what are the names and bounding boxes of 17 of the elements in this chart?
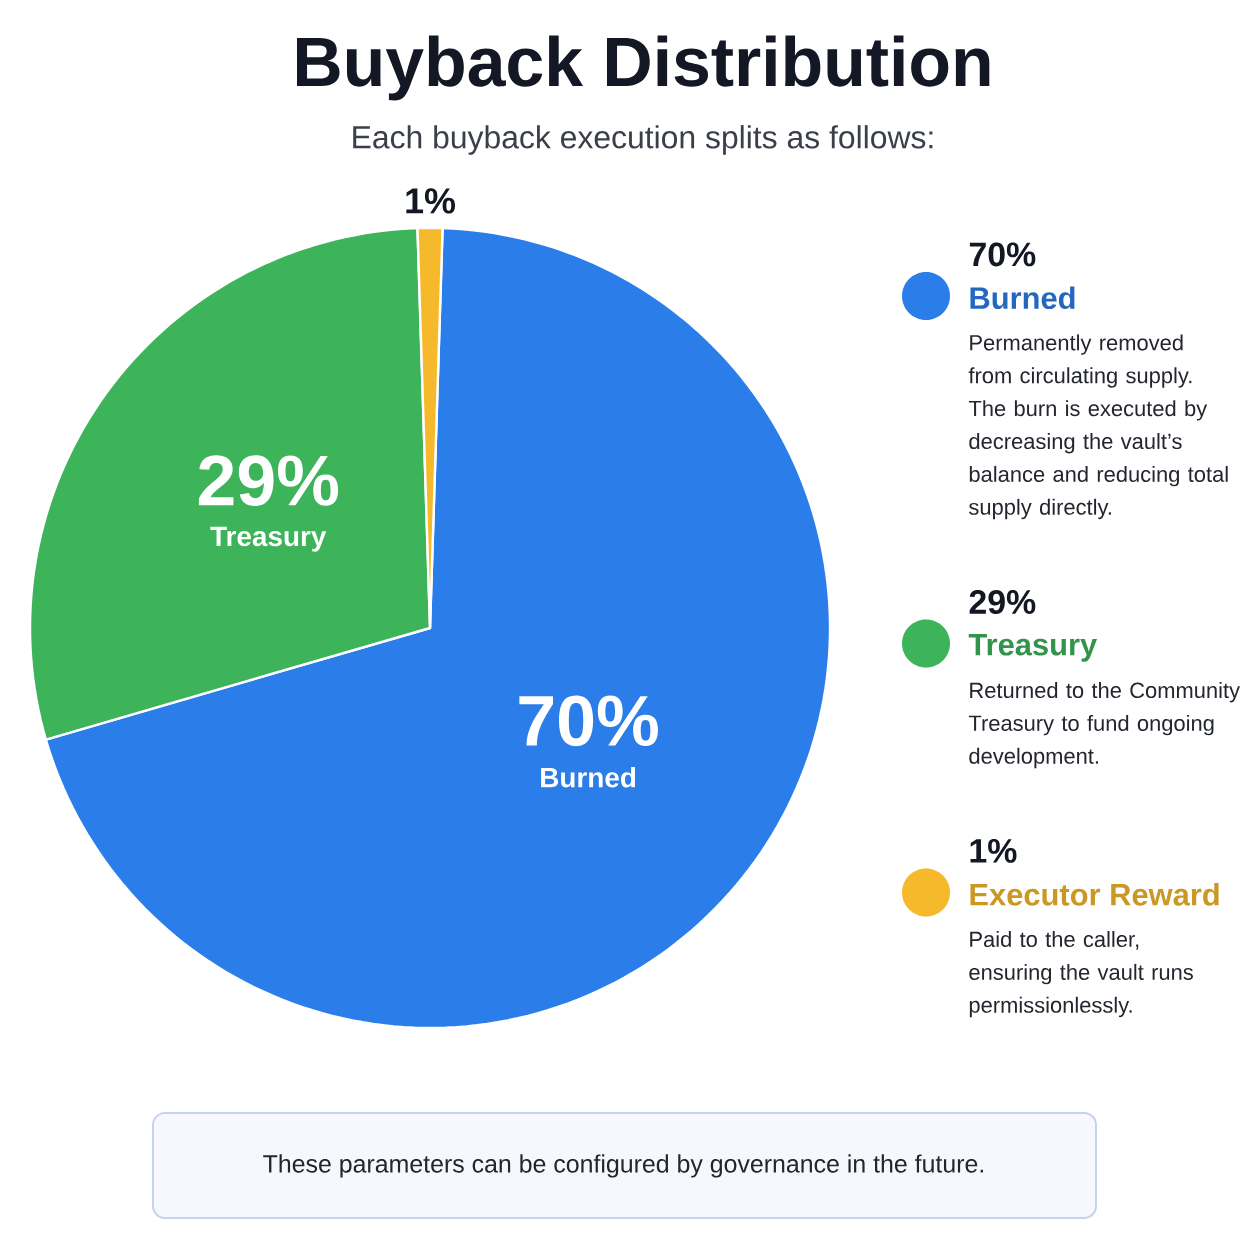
text: Paid to the caller, ensuring the vault runs permissionlessly. [969, 931, 1193, 1018]
legend-label: Executor Reward [970, 883, 1219, 906]
text: These parameters can be configured by governance in the future. [263, 1154, 983, 1178]
text: Permanently removed from circulating supply. The burn is executed by decreasing the vault’s balance and reducing total supply directly. [968, 334, 1228, 520]
text: 29% [969, 590, 1036, 614]
legend-label: Burned [970, 286, 1075, 310]
data-label: 1% [406, 188, 455, 214]
chart-subtitle: Each buyback execution splits as follows: [353, 125, 933, 155]
slice-label: Burned [541, 766, 636, 788]
slice-label: Treasury [210, 526, 327, 552]
text: 70% [969, 242, 1036, 267]
data-label: 29% [198, 455, 339, 506]
text: Returned to the Community Treasury to fund ongoing development. [968, 682, 1240, 769]
legend-label: Treasury [968, 634, 1098, 662]
text: 1% [970, 839, 1017, 863]
data-label: 70% [519, 695, 658, 747]
chart-title: Buyback Distribution [296, 35, 990, 101]
